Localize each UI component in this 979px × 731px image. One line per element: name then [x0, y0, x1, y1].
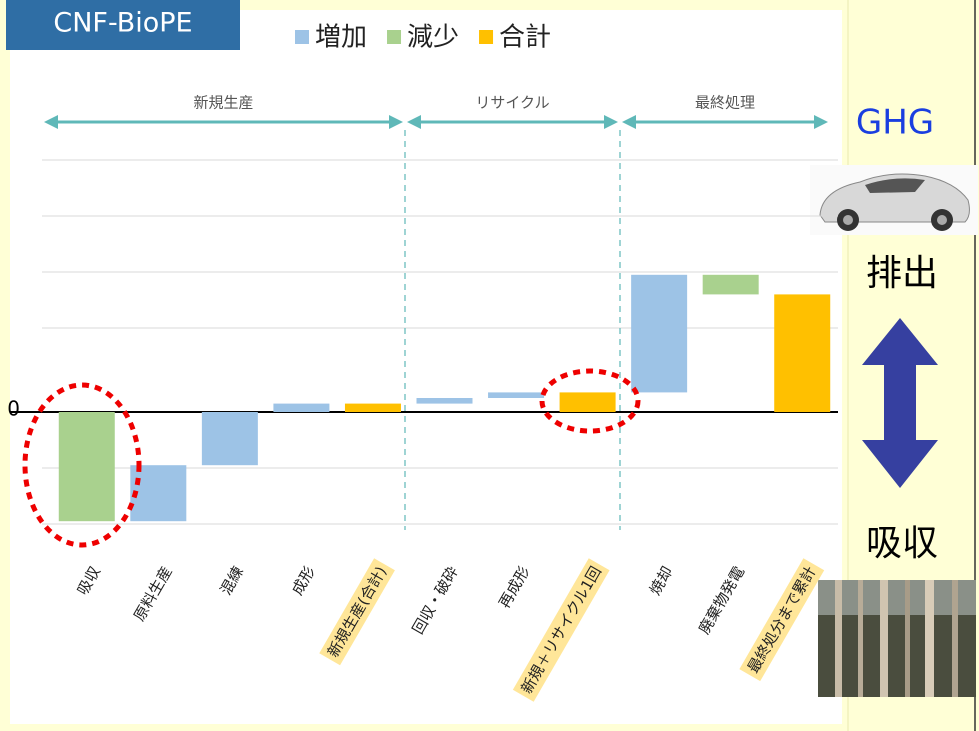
- label-highlight: [512, 558, 610, 702]
- bar: [488, 392, 545, 398]
- chart-area: [10, 10, 842, 724]
- arrow-head: [604, 115, 618, 129]
- forest-photo: [818, 580, 976, 697]
- bar: [201, 412, 258, 466]
- legend-swatch: [479, 30, 494, 44]
- section-label: 新規生産: [193, 94, 253, 112]
- double-arrow: [862, 318, 938, 488]
- label-highlight: [319, 558, 395, 666]
- arrow-head: [407, 115, 421, 129]
- legend-label: 減少: [407, 23, 459, 53]
- car-icon: [810, 165, 978, 235]
- bar: [344, 403, 401, 412]
- legend-swatch: [295, 30, 309, 44]
- arrow-head: [814, 115, 828, 129]
- badge: CNF-BioPE: [53, 8, 192, 39]
- arrow-head: [622, 115, 636, 129]
- bar: [416, 398, 473, 404]
- bar: [58, 412, 115, 522]
- bar: [702, 274, 759, 295]
- absorb-label: 吸収: [866, 523, 938, 564]
- highlight-ellipse: [22, 382, 142, 548]
- legend-label: 増加: [315, 23, 367, 53]
- legend-label: 合計: [499, 23, 551, 53]
- highlight-ellipse: [539, 368, 641, 434]
- emit-label: 排出: [866, 253, 938, 294]
- ghg-label: GHG: [856, 103, 934, 143]
- bar: [130, 465, 187, 522]
- arrow-head: [44, 115, 58, 129]
- bar: [559, 392, 616, 412]
- label-highlight: [739, 558, 825, 682]
- arrow-head: [389, 115, 403, 129]
- section-label: 最終処理: [695, 94, 755, 112]
- bar: [774, 294, 831, 412]
- badge-box: [6, 0, 240, 50]
- section-label: リサイクル: [475, 94, 549, 112]
- bar: [273, 403, 330, 412]
- y-tick-label: 0: [7, 397, 20, 421]
- bar: [631, 274, 688, 393]
- legend-swatch: [387, 30, 402, 44]
